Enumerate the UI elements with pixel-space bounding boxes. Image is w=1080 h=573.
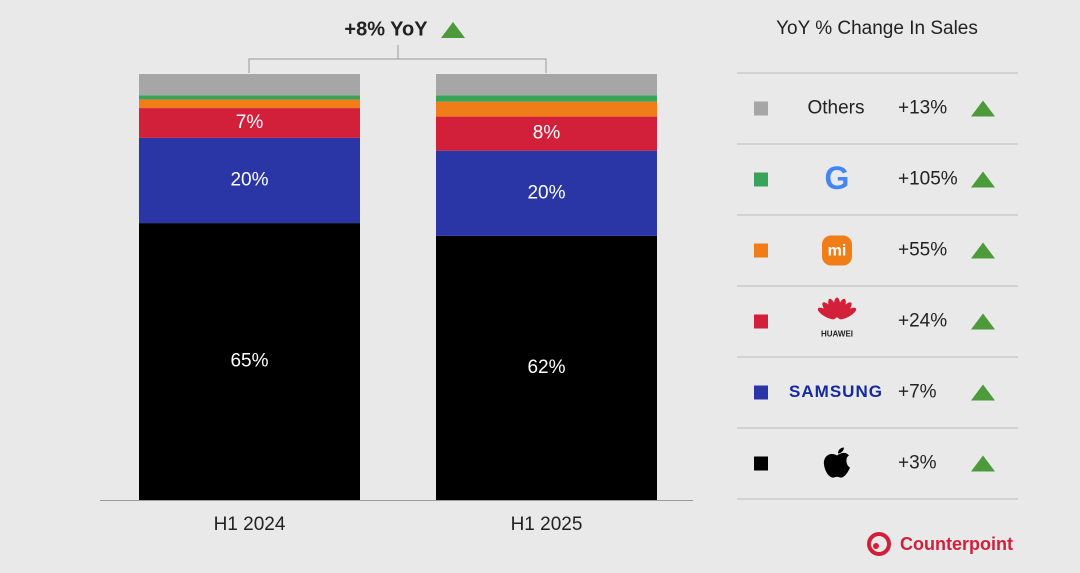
bar-segment — [436, 150, 657, 236]
bar-segment — [139, 74, 360, 96]
legend-brand: Others — [807, 98, 864, 119]
bar-segment — [436, 235, 657, 500]
brand-icon-dot — [873, 543, 879, 549]
bar-segment — [139, 223, 360, 500]
bar-segment — [436, 95, 657, 102]
legend-title: YoY % Change In Sales — [776, 18, 978, 39]
data-label: 20% — [230, 170, 268, 191]
legend-swatch — [754, 172, 768, 187]
bar-segment — [139, 99, 360, 109]
legend-change: +13% — [898, 98, 947, 119]
brand-logo: Counterpoint — [867, 532, 1013, 556]
bar-segment — [139, 137, 360, 224]
huawei-petal — [836, 298, 846, 318]
legend-change: +105% — [898, 169, 958, 190]
legend-name: mi — [828, 243, 847, 260]
up-arrow — [971, 171, 995, 188]
bar-segment — [436, 116, 657, 151]
brand-icon — [867, 532, 891, 556]
legend-swatch — [754, 243, 768, 258]
up-arrow — [441, 22, 465, 38]
legend-change: +3% — [898, 453, 937, 474]
bar-segment — [436, 101, 657, 117]
legend-swatch — [754, 385, 768, 400]
up-arrow — [971, 242, 995, 259]
yoy-annotation: +8% YoY — [344, 18, 428, 40]
legend-name: SAMSUNG — [789, 382, 883, 401]
up-arrow — [971, 100, 995, 117]
legend-name: Others — [807, 98, 864, 119]
bracket — [248, 45, 547, 73]
data-label: 62% — [527, 357, 565, 378]
brand-name: Counterpoint — [900, 534, 1013, 554]
bar-segment — [139, 95, 360, 100]
x-tick-label: H1 2025 — [511, 514, 583, 535]
legend-name: G — [825, 160, 850, 196]
legend-swatch — [754, 101, 768, 116]
up-arrow — [971, 313, 995, 330]
huawei-petal — [838, 307, 857, 320]
data-label: 8% — [533, 123, 561, 144]
legend-name: HUAWEI — [821, 330, 853, 339]
x-tick-label: H1 2024 — [214, 514, 286, 535]
legend-change: +24% — [898, 311, 947, 332]
legend-brand — [823, 447, 850, 478]
legend-brand: mi — [822, 235, 852, 266]
legend-swatch — [754, 314, 768, 329]
bar-segment — [436, 74, 657, 96]
up-arrow — [971, 455, 995, 472]
legend-change: +55% — [898, 240, 947, 261]
apple-logo — [823, 447, 850, 478]
data-label: 65% — [230, 351, 268, 372]
data-label: 7% — [236, 112, 264, 133]
legend-brand: G — [825, 160, 850, 196]
legend-swatch — [754, 456, 768, 471]
legend-change: +7% — [898, 382, 937, 403]
bar-segment — [139, 108, 360, 138]
legend-brand: HUAWEI — [817, 297, 857, 339]
legend-brand: SAMSUNG — [789, 382, 883, 401]
xiaomi-icon — [822, 235, 852, 266]
up-arrow — [971, 384, 995, 401]
data-label: 20% — [527, 182, 565, 203]
